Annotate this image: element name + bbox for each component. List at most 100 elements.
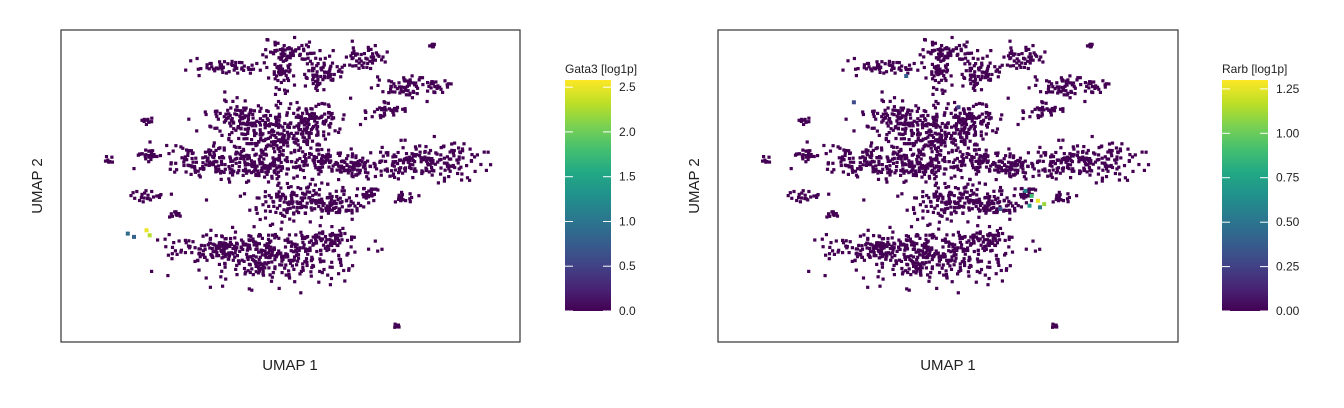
cell-point (924, 260, 928, 265)
cell-point (273, 77, 277, 81)
cell-point (1022, 196, 1026, 200)
cell-point (1086, 148, 1090, 153)
cell-point (872, 169, 876, 173)
cell-point (877, 133, 881, 137)
cell-point (919, 157, 923, 161)
cell-point (182, 160, 186, 164)
cell-point (888, 225, 892, 229)
cell-point (257, 196, 261, 200)
cell-point (1085, 84, 1089, 88)
cell-point (258, 233, 262, 237)
cell-point (885, 121, 889, 125)
cell-point (212, 144, 216, 148)
cell-point (894, 259, 898, 263)
cell-point (931, 116, 935, 120)
cell-point (1024, 247, 1028, 251)
cell-point (954, 253, 958, 257)
cell-point (340, 65, 344, 69)
cell-point (144, 148, 148, 152)
cell-point (1004, 154, 1008, 158)
cell-point (276, 106, 280, 110)
cell-point (326, 76, 330, 80)
cell-point (877, 256, 881, 260)
cell-point (264, 145, 269, 149)
cell-point (329, 197, 334, 201)
cell-point (401, 161, 405, 165)
cell-point (349, 54, 353, 58)
cell-point (929, 204, 933, 208)
cell-point (1041, 105, 1045, 109)
cell-point (286, 237, 290, 241)
cell-point (1100, 144, 1104, 148)
cell-point (341, 117, 345, 121)
cell-point (983, 182, 987, 186)
cell-point (321, 259, 325, 263)
cell-point (1083, 89, 1087, 93)
cell-point (167, 152, 171, 156)
cell-point (1060, 85, 1064, 89)
cell-point (436, 84, 440, 88)
cell-point (947, 185, 951, 189)
cell-point (761, 159, 765, 163)
cell-point (964, 117, 968, 121)
cell-point (987, 276, 991, 281)
cell-point (960, 154, 964, 158)
cell-point (246, 131, 250, 135)
cell-point (320, 101, 324, 106)
cell-point (278, 48, 283, 52)
cell-point (986, 66, 990, 70)
cell-point (261, 132, 265, 136)
cell-point (261, 272, 265, 276)
cell-point (1110, 149, 1114, 153)
cell-point (273, 232, 277, 237)
cell-point (1005, 63, 1009, 67)
cell-point (1023, 57, 1027, 61)
cell-point (416, 86, 420, 90)
cell-point (943, 237, 947, 241)
cell-point (330, 225, 334, 229)
cell-point (391, 110, 395, 114)
cell-point (489, 163, 493, 167)
cell-point (1055, 195, 1059, 199)
cell-point (900, 64, 904, 68)
cell-point (828, 149, 833, 153)
cell-point (227, 177, 231, 181)
cell-point (866, 241, 870, 245)
cell-point (198, 167, 202, 171)
cell-point (1015, 66, 1019, 70)
cell-point (965, 152, 969, 156)
cell-point (315, 148, 319, 152)
cell-point (911, 141, 915, 146)
cell-point (930, 72, 934, 76)
cell-point (1070, 160, 1074, 164)
cell-point (1027, 86, 1031, 90)
cell-point (1040, 100, 1044, 104)
cell-point (224, 112, 228, 116)
cell-point (918, 53, 922, 57)
cell-point (976, 252, 981, 256)
cell-point (799, 196, 803, 200)
cell-point (943, 159, 947, 164)
cell-point (976, 74, 980, 79)
cell-point (1065, 93, 1069, 97)
cell-point (916, 136, 920, 140)
cell-point (322, 202, 326, 206)
cell-point (922, 245, 926, 250)
cell-point (937, 255, 941, 259)
cell-point (214, 234, 218, 238)
cell-point (397, 171, 401, 175)
cell-point (401, 198, 405, 202)
cell-point (248, 71, 252, 75)
cell-point (287, 106, 291, 110)
cell-point (1000, 169, 1004, 173)
cell-point (906, 71, 910, 75)
cell-point (926, 113, 930, 118)
cell-point (312, 114, 316, 118)
cell-point (214, 66, 219, 70)
cell-point (996, 75, 1000, 79)
cell-point (906, 142, 911, 146)
cell-point (336, 198, 340, 202)
cell-point (941, 48, 945, 52)
cell-point (268, 223, 272, 227)
cell-point (1016, 158, 1020, 163)
